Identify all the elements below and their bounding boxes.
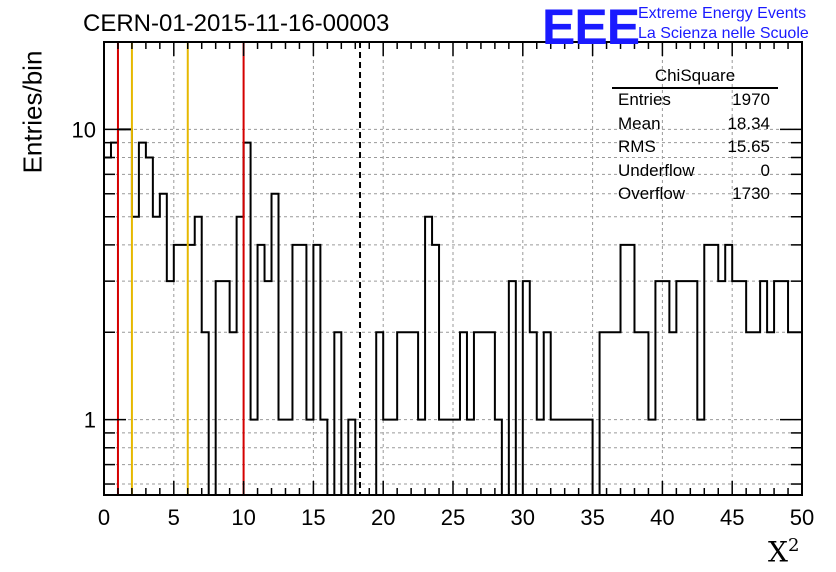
stats-row-underflow: Underflow 0 <box>618 160 770 180</box>
x-tick-label: 45 <box>720 505 744 530</box>
eee-logo: EEE <box>542 0 640 55</box>
chart-title: CERN-01-2015-11-16-00003 <box>83 10 390 37</box>
x-tick-label: 20 <box>371 505 395 530</box>
x-axis-label: X2 <box>768 535 800 569</box>
stats-box: ChiSquare Entries 1970 Mean 18.34 RMS 15.65… <box>612 66 778 208</box>
x-tick-label: 30 <box>511 505 535 530</box>
stats-title: ChiSquare <box>612 66 778 89</box>
x-tick-label: 50 <box>790 505 814 530</box>
logo-line-2: La Scienza nelle Scuole <box>638 25 809 42</box>
stats-row-mean: Mean 18.34 <box>618 113 770 133</box>
x-tick-label: 40 <box>650 505 674 530</box>
x-tick-label: 15 <box>301 505 325 530</box>
stats-row-rms: RMS 15.65 <box>618 137 770 156</box>
y-tick-label: 10 <box>72 117 96 142</box>
stats-row-overflow: Overflow 1730 <box>618 184 770 203</box>
x-tick-label: 0 <box>98 505 110 530</box>
x-tick-label: 10 <box>231 505 255 530</box>
logo-caption: Extreme Energy Events La Scienza nelle S… <box>638 4 809 44</box>
y-tick-label: 1 <box>84 408 96 433</box>
x-tick-label: 5 <box>168 505 180 530</box>
x-tick-label: 35 <box>580 505 604 530</box>
logo-line-1: Extreme Energy Events <box>638 5 807 22</box>
x-tick-label: 25 <box>441 505 465 530</box>
stats-row-entries: Entries 1970 <box>618 90 770 109</box>
y-axis-label: Entries/bin <box>17 50 48 174</box>
